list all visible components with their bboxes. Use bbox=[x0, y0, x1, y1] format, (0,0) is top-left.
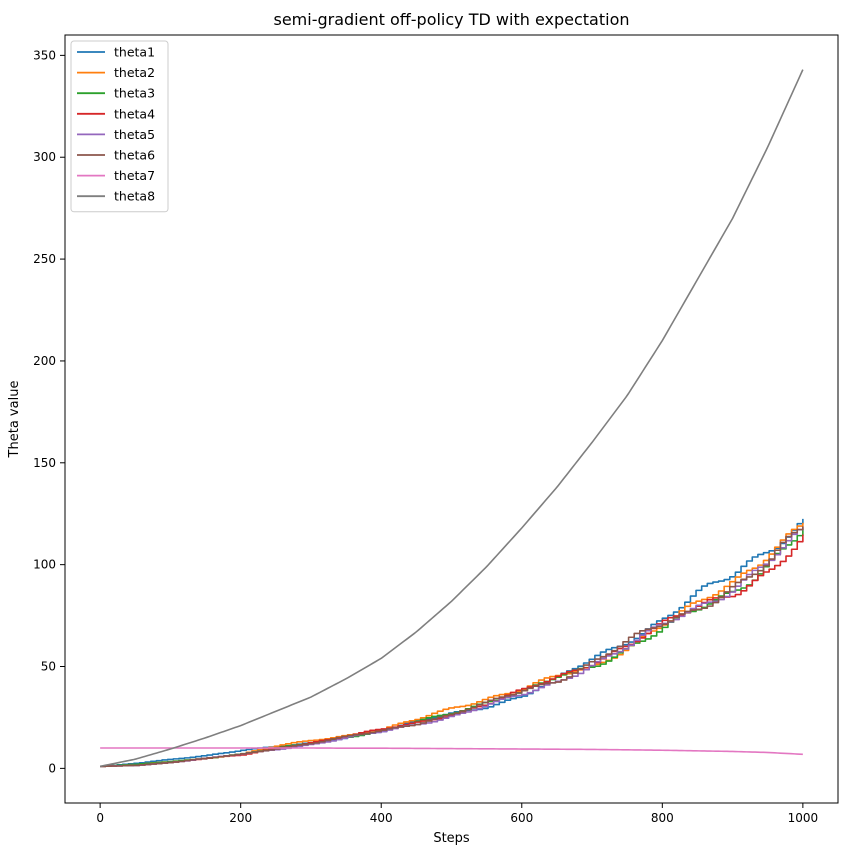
y-tick-label: 200 bbox=[33, 354, 56, 368]
x-tick-label: 400 bbox=[370, 811, 393, 825]
series-line-theta8 bbox=[99, 69, 804, 768]
series-line-theta7 bbox=[100, 747, 803, 756]
y-tick-label: 0 bbox=[48, 761, 56, 775]
legend-box bbox=[70, 40, 169, 213]
x-axis-label: Steps bbox=[433, 831, 470, 846]
plot-area-frame bbox=[64, 34, 839, 804]
legend-label-theta4: theta4 bbox=[114, 106, 155, 121]
legend-label-theta5: theta5 bbox=[114, 127, 155, 142]
chart-title: semi-gradient off-policy TD with expecta… bbox=[273, 10, 629, 29]
legend: theta1 theta2 theta3 theta4 theta5 theta6 thet… bbox=[70, 40, 169, 213]
y-tick-label: 250 bbox=[33, 252, 56, 266]
x-tick-label: 800 bbox=[651, 811, 674, 825]
x-tick-label: 600 bbox=[510, 811, 533, 825]
y-axis-label: Theta value bbox=[7, 381, 22, 459]
y-axis-ticks: 0 50 100 150 200 250 300 350 bbox=[33, 48, 65, 775]
y-tick-label: 100 bbox=[33, 558, 56, 572]
y-tick-label: 350 bbox=[33, 48, 56, 62]
legend-label-theta1: theta1 bbox=[114, 45, 155, 60]
legend-label-theta6: theta6 bbox=[114, 148, 155, 163]
x-tick-label: 200 bbox=[229, 811, 252, 825]
legend-label-theta7: theta7 bbox=[114, 168, 155, 183]
legend-label-theta3: theta3 bbox=[114, 86, 155, 101]
legend-label-theta2: theta2 bbox=[114, 65, 155, 80]
x-tick-label: 0 bbox=[96, 811, 104, 825]
series-line-theta6 bbox=[100, 526, 804, 768]
legend-label-theta8: theta8 bbox=[114, 189, 155, 204]
y-tick-label: 50 bbox=[41, 660, 56, 674]
series-layer bbox=[99, 69, 804, 768]
y-tick-label: 150 bbox=[33, 456, 56, 470]
x-axis-ticks: 0 200 400 600 800 1000 bbox=[96, 803, 818, 825]
y-tick-label: 300 bbox=[33, 150, 56, 164]
x-tick-label: 1000 bbox=[788, 811, 819, 825]
